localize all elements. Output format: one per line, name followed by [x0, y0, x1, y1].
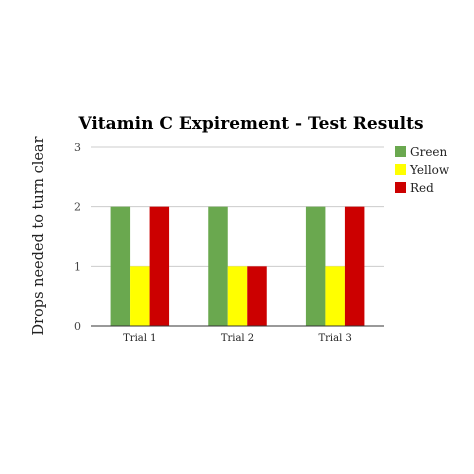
- x-tick-label: Trial 1: [123, 333, 156, 344]
- x-tick-label: Trial 3: [318, 333, 351, 344]
- bar-green-trial-3: [305, 206, 326, 326]
- y-tick-label: 0: [74, 320, 81, 333]
- bar-red-trial-3: [344, 206, 365, 326]
- legend-swatch-red: [395, 182, 406, 193]
- y-tick-label: 3: [74, 141, 81, 154]
- y-tick-label: 1: [74, 260, 81, 273]
- bar-red-trial-1: [149, 206, 170, 326]
- chart-title: Vitamin C Expirement - Test Results: [77, 114, 423, 134]
- legend-label-red: Red: [410, 181, 434, 195]
- y-axis-label: Drops needed to turn clear: [31, 136, 47, 335]
- bar-green-trial-1: [110, 206, 131, 326]
- legend-label-green: Green: [410, 145, 448, 159]
- bar-red-trial-2: [247, 266, 267, 326]
- bar-green-trial-2: [208, 206, 228, 326]
- bars: [110, 206, 365, 326]
- bar-yellow-trial-2: [227, 266, 248, 326]
- y-tick-label: 2: [74, 201, 81, 214]
- legend: Green Yellow Red: [395, 145, 450, 195]
- grid: [91, 146, 384, 267]
- legend-swatch-green: [395, 146, 406, 157]
- x-axis-ticks: Trial 1 Trial 2 Trial 3: [123, 333, 352, 344]
- legend-label-yellow: Yellow: [409, 163, 450, 177]
- y-axis-ticks: 0 1 2 3: [74, 141, 81, 333]
- bar-yellow-trial-3: [325, 266, 345, 326]
- legend-swatch-yellow: [395, 164, 406, 175]
- x-tick-label: Trial 2: [221, 333, 254, 344]
- bar-yellow-trial-1: [130, 266, 150, 326]
